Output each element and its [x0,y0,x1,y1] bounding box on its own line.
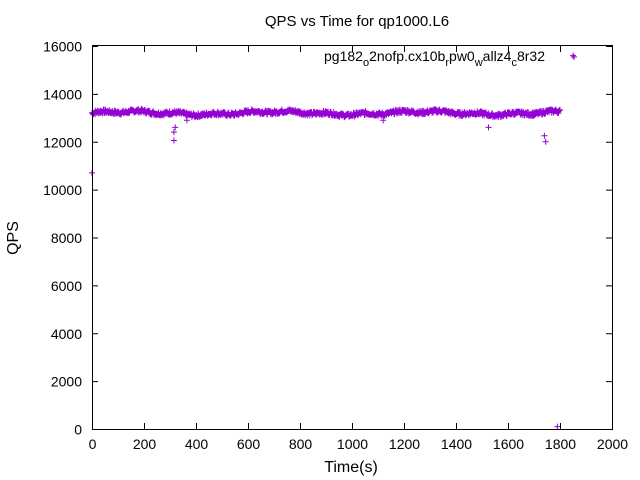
plot-frame [92,45,613,430]
x-tick-label: 2000 [597,436,628,452]
x-tick-label: 600 [237,436,261,452]
y-tick-label: 2000 [51,374,82,390]
x-axis-title: Time(s) [324,459,378,476]
x-axis: 0 200 400 600 800 1000 1200 1400 1600 1800 2000 [89,46,628,452]
x-tick-label: 1800 [545,436,576,452]
x-tick-label: 400 [185,436,209,452]
x-tick-label: 0 [89,436,97,452]
y-tick-label: 14000 [43,86,82,102]
chart-title: QPS vs Time for qp1000.L6 [265,13,449,30]
data-point [125,110,132,117]
y-tick-label: 12000 [43,134,82,150]
legend-text-part: 8r32 [517,48,545,64]
legend-text-part: w [474,57,483,69]
legend-marker-plus [571,54,577,60]
legend-marker [571,54,577,60]
y-tick-label: 10000 [43,182,82,198]
y-tick-label: 4000 [51,326,82,342]
data-point-outlier [170,137,177,144]
data-point-outlier [542,138,549,145]
data-point-outlier [183,117,190,124]
legend-text-part: r [445,57,449,69]
legend-label-pg182: pg182o2nofp.cx10brpw0wallz4c8r32 [324,48,545,69]
data-point-outlier [380,117,387,124]
x-tick-label: 1600 [493,436,524,452]
y-axis-title: QPS [5,221,22,255]
legend: pg182o2nofp.cx10brpw0wallz4c8r32 [324,48,577,69]
y-tick-label: 0 [74,422,82,438]
x-tick-label: 200 [133,436,157,452]
data-point [351,113,358,120]
data-point-outlier [170,129,177,136]
data-point-outlier [554,423,561,430]
legend-text-part: o [363,57,369,69]
legend-text-part: allz4 [483,48,512,64]
x-tick-label: 800 [289,436,313,452]
data-point [555,108,562,115]
legend-text-part: 2nofp.cx10b [369,48,445,64]
data-point-outlier [541,132,548,139]
data-point-outlier [570,52,576,59]
y-tick-label: 16000 [43,39,82,55]
legend-text-part: pw0 [449,48,475,64]
data-point-outlier [172,124,179,131]
legend-text-part: pg182 [324,48,363,64]
x-tick-label: 1000 [337,436,368,452]
y-tick-label: 6000 [51,278,82,294]
y-tick-label: 8000 [51,230,82,246]
x-tick-label: 1200 [389,436,420,452]
x-tick-label: 1400 [441,436,472,452]
data-point-outlier [485,124,492,131]
legend-text-part: c [511,57,517,69]
data-markers [89,52,576,430]
y-axis: 0 2000 4000 6000 8000 10000 12000 14000 16000 [43,39,612,438]
data-point [557,106,563,113]
